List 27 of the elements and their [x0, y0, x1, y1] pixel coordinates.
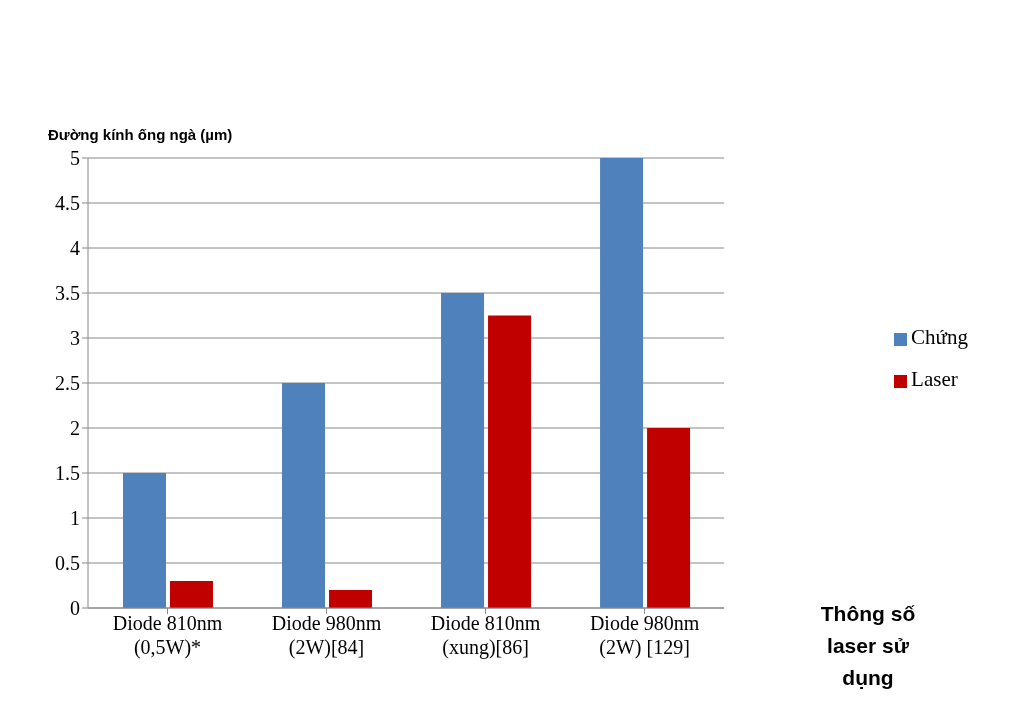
x-tick-label: Diode 980nm (2W) [129] — [589, 612, 700, 659]
y-tick-label: 3.5 — [55, 282, 80, 305]
bar — [282, 383, 326, 608]
y-tick-label: 4 — [70, 237, 80, 260]
bar — [169, 581, 213, 608]
bar — [600, 158, 644, 608]
x-tick-label: Diode 810nm (xung)[86] — [430, 612, 541, 659]
legend-label: Laser — [911, 367, 958, 391]
y-tick-label: 5 — [70, 147, 80, 170]
legend-label: Chứng — [911, 325, 968, 349]
bar — [647, 428, 691, 608]
bar — [441, 293, 485, 608]
y-tick-label: 3 — [70, 327, 80, 350]
bar — [488, 315, 532, 608]
y-tick-label: 2.5 — [55, 372, 80, 395]
y-tick-label: 0 — [70, 597, 80, 620]
y-axis-title: Đường kính ống ngà (µm) — [48, 126, 233, 143]
bar — [122, 473, 166, 608]
y-tick-label: 2 — [70, 417, 80, 440]
y-tick-label: 1 — [70, 507, 80, 530]
x-tick-label: Diode 810nm (0,5W)* — [112, 612, 223, 659]
x-tick-label: Diode 980nm (2W)[84] — [271, 612, 382, 659]
bar — [329, 590, 373, 608]
x-axis-title: Thông số laser sử dụng — [819, 601, 917, 691]
y-tick-label: 4.5 — [55, 192, 80, 215]
y-tick-label: 1.5 — [55, 462, 80, 485]
y-tick-label: 0.5 — [55, 552, 80, 575]
